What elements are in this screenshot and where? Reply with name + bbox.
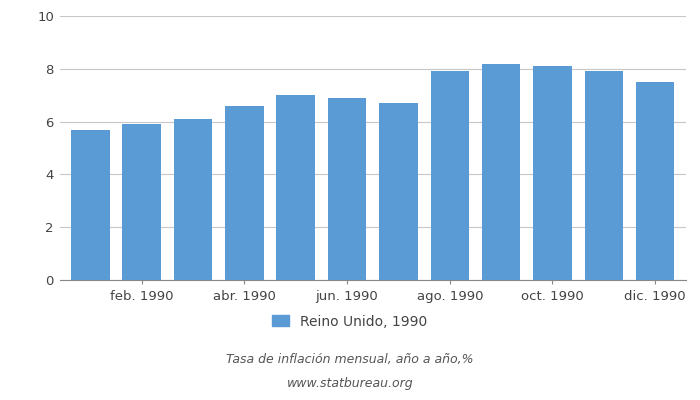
Bar [174, 119, 212, 280]
Bar [636, 82, 674, 280]
Bar [430, 72, 469, 280]
Bar [71, 130, 110, 280]
Bar [379, 103, 418, 280]
Text: www.statbureau.org: www.statbureau.org [287, 378, 413, 390]
Bar [482, 64, 520, 280]
Bar [584, 72, 623, 280]
Bar [276, 95, 315, 280]
Text: Tasa de inflación mensual, año a año,%: Tasa de inflación mensual, año a año,% [226, 354, 474, 366]
Bar [122, 124, 161, 280]
Legend: Reino Unido, 1990: Reino Unido, 1990 [267, 309, 433, 334]
Bar [533, 66, 572, 280]
Bar [328, 98, 366, 280]
Bar [225, 106, 264, 280]
